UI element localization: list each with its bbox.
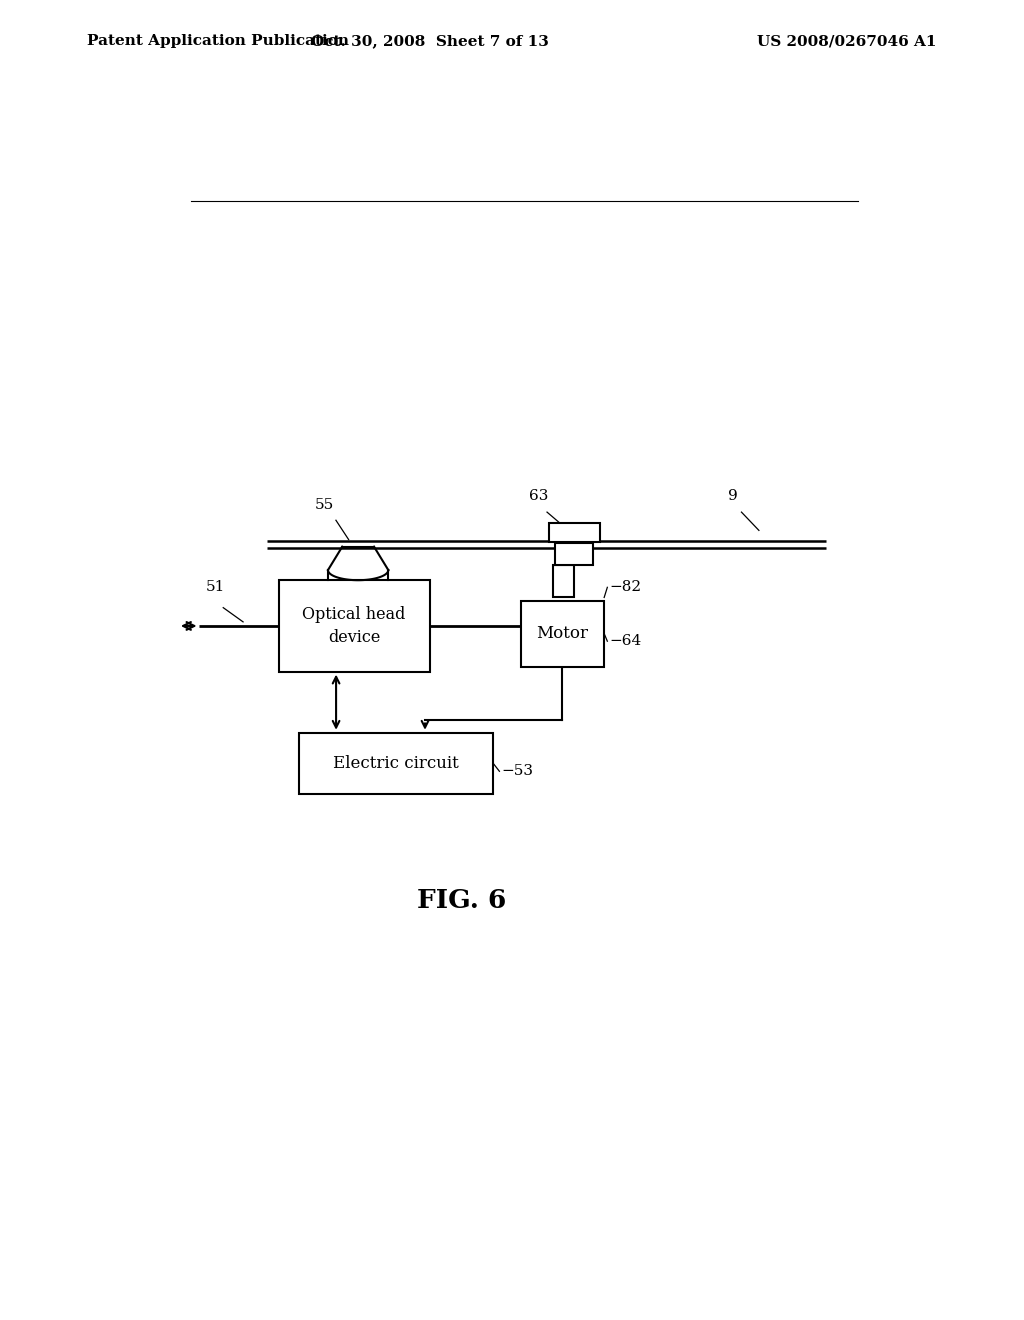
Text: FIG. 6: FIG. 6 (417, 888, 506, 913)
Text: Oct. 30, 2008  Sheet 7 of 13: Oct. 30, 2008 Sheet 7 of 13 (311, 34, 549, 49)
Bar (279, 581, 430, 672)
Bar (553, 565, 574, 598)
Text: −82: −82 (609, 581, 641, 594)
Text: 55: 55 (315, 498, 335, 512)
Text: Optical head
device: Optical head device (302, 606, 406, 647)
Text: −64: −64 (609, 634, 641, 648)
Text: −53: −53 (501, 764, 532, 779)
Text: 51: 51 (206, 581, 225, 594)
Text: 63: 63 (529, 488, 549, 503)
Bar (299, 733, 494, 793)
Text: US 2008/0267046 A1: US 2008/0267046 A1 (758, 34, 937, 49)
Bar (555, 543, 593, 565)
Text: Electric circuit: Electric circuit (333, 755, 459, 772)
Text: Patent Application Publication: Patent Application Publication (87, 34, 349, 49)
Bar (521, 601, 604, 667)
Text: Motor: Motor (537, 626, 589, 642)
Text: 9: 9 (728, 488, 737, 503)
Bar (549, 523, 600, 541)
